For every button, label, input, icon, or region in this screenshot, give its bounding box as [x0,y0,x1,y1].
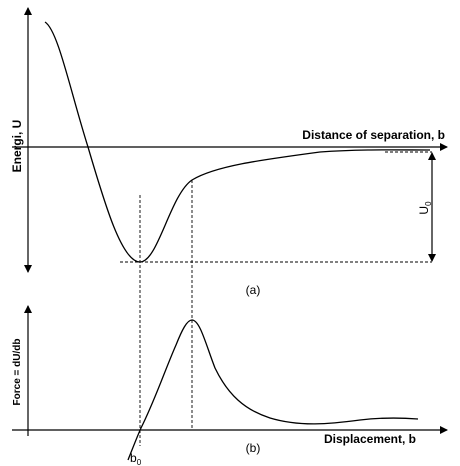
energy-curve [44,21,431,263]
depth-label-base: U [417,206,431,215]
energy-diagram: Energi, U Distance of separation, b U0 (… [10,7,448,297]
y-axis-label: Energi, U [10,120,24,173]
x-axis-label: Displacement, b [324,432,416,446]
y-axis-label: Force = dU/db [12,339,23,406]
root-label-sub: 0 [137,458,142,466]
depth-label: U0 [417,201,433,215]
force-curve [127,319,419,461]
caption: (b) [246,441,261,455]
depth-label-sub: 0 [424,201,433,206]
x-axis-label: Distance of separation, b [302,128,445,142]
root-label-base: b [130,451,137,465]
root-label: b0 [130,451,142,466]
caption: (a) [246,283,261,297]
force-diagram: Force = dU/db Displacement, b (b) b0 [12,305,448,466]
